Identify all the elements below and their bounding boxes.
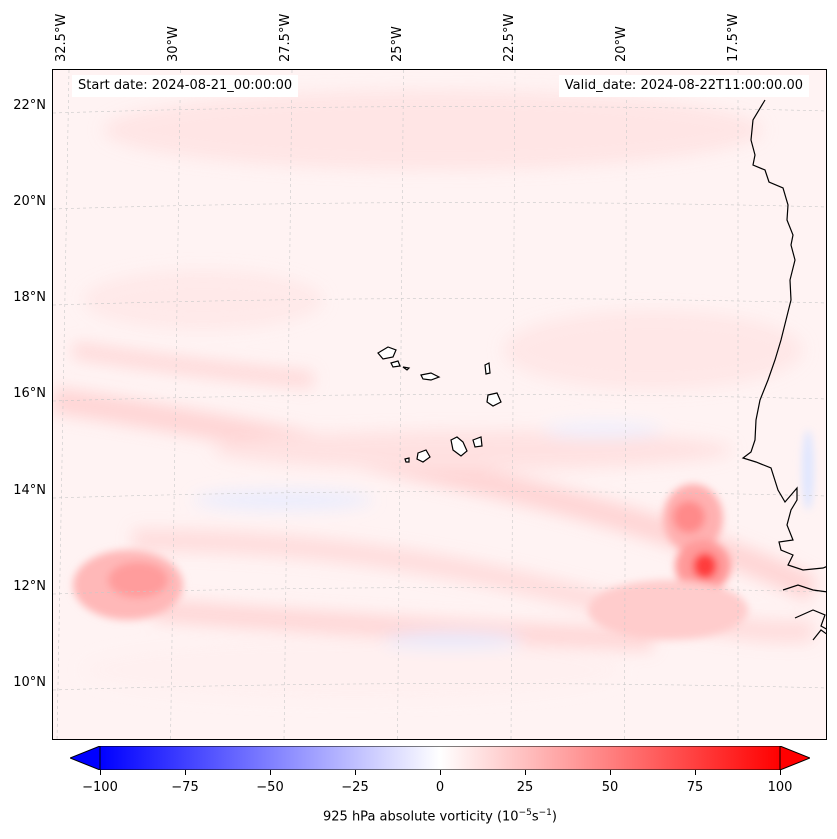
meridian-line [510, 70, 516, 739]
colorbar-tick-label: −100 [82, 780, 118, 795]
start-date-label: Start date: 2024-08-21_00:00:00 [72, 75, 299, 97]
colorbar-tickmark [780, 770, 781, 775]
longitude-label: 32.5°W [54, 13, 69, 62]
longitude-label: 25°W [390, 26, 405, 62]
colorbar-tickmark [100, 770, 101, 775]
colorbar-svg [68, 745, 812, 771]
colorbar-tickmark [610, 770, 611, 775]
parallel-line [53, 202, 826, 210]
colorbar-max-extend [779, 745, 812, 771]
parallel-line [53, 106, 826, 114]
colorbar-tick-label: 100 [767, 780, 793, 795]
colorbar-tick-label: 50 [601, 780, 619, 795]
latitude-label: 12°N [13, 579, 46, 594]
meridian-line [397, 70, 404, 739]
colorbar-label-exp2: −1 [538, 808, 552, 818]
parallel-line [53, 683, 826, 691]
colorbar-tickmark [355, 770, 356, 775]
parallel-line [53, 394, 826, 402]
colorbar-label-main: 925 hPa absolute vorticity (10 [323, 809, 519, 825]
longitude-label: 22.5°W [502, 13, 517, 62]
latitude-label: 10°N [13, 675, 46, 690]
parallel-line [53, 587, 826, 595]
graticule [53, 70, 826, 739]
vorticity-map [53, 70, 826, 739]
meridian-line [56, 70, 70, 739]
meridian-line [283, 70, 293, 739]
coastline [741, 99, 826, 641]
colorbar-label-end: ) [551, 809, 557, 825]
longitude-label: 30°W [166, 26, 181, 62]
colorbar-tick-label: −25 [341, 780, 369, 795]
latitude-label: 18°N [13, 290, 46, 305]
colorbar-label-mid: s [531, 809, 539, 825]
colorbar-tickmark [525, 770, 526, 775]
parallel-line [53, 491, 826, 499]
latitude-label: 14°N [13, 483, 46, 498]
latitude-label: 20°N [13, 194, 46, 209]
longitude-label: 27.5°W [278, 13, 293, 62]
map-panel [52, 69, 827, 740]
colorbar-tick-label: −50 [256, 780, 284, 795]
colorbar-tick-label: −75 [171, 780, 199, 795]
meridian-line [624, 70, 627, 739]
cape-verde-islands [377, 346, 502, 463]
colorbar-tickmark [185, 770, 186, 775]
longitude-label: 17.5°W [726, 13, 741, 62]
colorbar-label-exp1: −5 [518, 808, 532, 818]
valid-date-label: Valid_date: 2024-08-22T11:00:00.00 [558, 75, 809, 97]
colorbar [68, 745, 812, 771]
longitude-label: 20°W [614, 26, 629, 62]
colorbar-label: 925 hPa absolute vorticity (10−5s−1) [0, 808, 837, 824]
latitude-label: 16°N [13, 386, 46, 401]
colorbar-tick-label: 25 [516, 780, 534, 795]
colorbar-tickmark [270, 770, 271, 775]
latitude-label: 22°N [13, 98, 46, 113]
colorbar-min-extend [68, 745, 101, 771]
colorbar-tick-label: 0 [435, 780, 445, 795]
meridian-line [170, 70, 181, 739]
colorbar-tickmark [440, 770, 441, 775]
colorbar-tick-label: 75 [686, 780, 704, 795]
colorbar-gradient [99, 745, 781, 771]
vorticity-field [53, 70, 826, 739]
colorbar-tickmark [695, 770, 696, 775]
parallel-line [53, 298, 826, 306]
